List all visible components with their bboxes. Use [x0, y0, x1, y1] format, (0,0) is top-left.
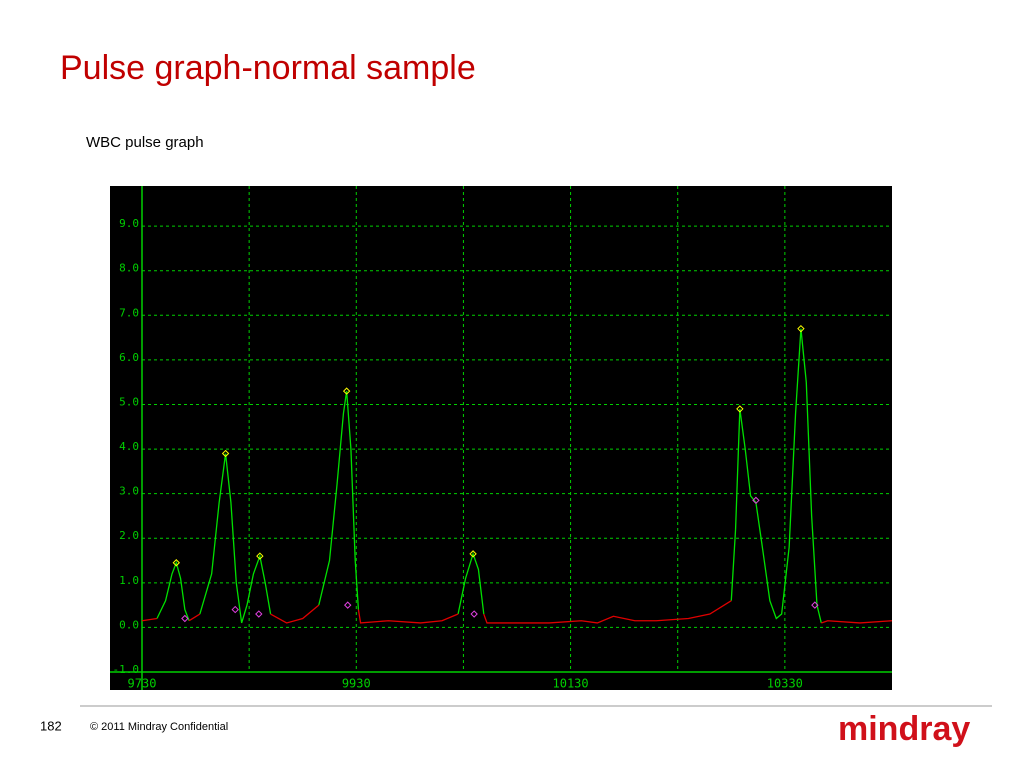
marker [231, 605, 239, 614]
x-tick-label: 10330 [767, 677, 803, 691]
chart-subtitle: WBC pulse graph [86, 134, 204, 151]
slide-title: Pulse graph-normal sample [60, 49, 476, 87]
marker [181, 614, 189, 623]
plot-background [110, 186, 892, 690]
footer-text: © 2011 Mindray Confidential [90, 721, 228, 733]
marker [221, 449, 230, 458]
marker [797, 324, 805, 333]
y-tick-label: 8.0 [119, 262, 139, 275]
y-tick-label: 9.0 [119, 217, 139, 230]
line [483, 600, 732, 624]
page-number: 182 [40, 718, 62, 733]
line [457, 551, 485, 615]
x-tick-label: 10130 [553, 677, 589, 691]
y-tick-label: 2.0 [119, 529, 139, 542]
y-tick-label: 6.0 [119, 351, 139, 364]
line [188, 613, 201, 622]
logo: mindray [838, 710, 970, 748]
marker [469, 550, 477, 558]
y-tick-label: 7.0 [119, 306, 139, 319]
line [156, 560, 190, 621]
marker [811, 601, 819, 609]
marker [172, 559, 180, 567]
marker [255, 610, 263, 618]
line [821, 620, 893, 624]
line [730, 328, 822, 624]
y-tick-label: 0.0 [119, 618, 139, 631]
marker [470, 610, 478, 618]
line [318, 391, 360, 610]
line [270, 604, 320, 624]
x-tick-label: 9930 [342, 677, 371, 691]
y-tick-label: 5.0 [119, 395, 139, 408]
y-tick-label: 3.0 [119, 485, 139, 498]
y-tick-label: 1.0 [119, 574, 139, 587]
line [199, 453, 272, 624]
marker [256, 552, 264, 560]
y-tick-label: 4.0 [119, 440, 139, 453]
marker [344, 601, 352, 609]
y-tick-label: -1.0 [113, 663, 140, 676]
line [141, 617, 158, 622]
marker [752, 496, 760, 505]
marker [342, 387, 351, 395]
marker [736, 405, 744, 413]
line [357, 609, 459, 624]
